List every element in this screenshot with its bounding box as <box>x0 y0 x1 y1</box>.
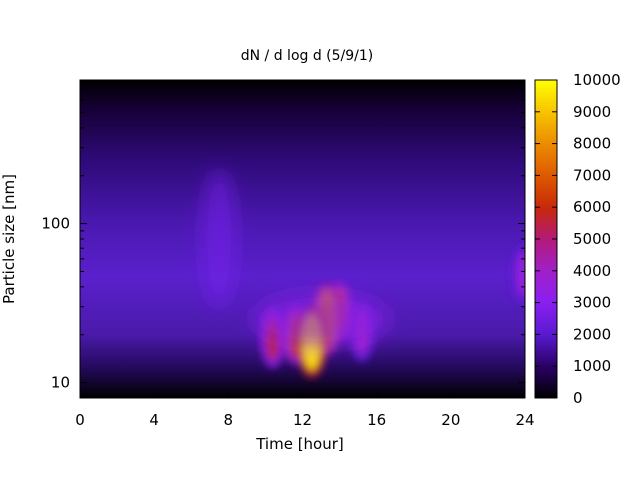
x-tick-label: 4 <box>149 411 159 429</box>
x-axis: 0 4 8 12 16 20 24 <box>75 80 535 429</box>
colorbar-tick-label: 9000 <box>573 103 611 121</box>
plot-area <box>80 80 525 398</box>
x-tick-label: 20 <box>441 411 460 429</box>
colorbar-axis: 0 1000 2000 3000 4000 5000 6000 7000 8000 9000 100… <box>535 71 621 407</box>
x-tick-label: 0 <box>75 411 85 429</box>
haze-region <box>201 169 238 309</box>
heatmap-cell <box>516 252 525 297</box>
x-tick-label: 16 <box>367 411 386 429</box>
y-tick-label: 100 <box>41 215 70 233</box>
haze-region <box>251 291 392 348</box>
colorbar-tick-label: 6000 <box>573 198 611 216</box>
x-tick-label: 12 <box>293 411 312 429</box>
colorbar-tick-label: 1000 <box>573 357 611 375</box>
colorbar-tick-label: 5000 <box>573 230 611 248</box>
x-tick-label: 24 <box>515 411 534 429</box>
colorbar-tick-label: 7000 <box>573 166 611 184</box>
colorbar-tick-label: 10000 <box>573 71 621 89</box>
colorbar-tick-label: 4000 <box>573 262 611 280</box>
chart-title: dN / d log d (5/9/1) <box>241 48 374 64</box>
x-axis-label: Time [hour] <box>255 435 344 453</box>
y-axis-label: Particle size [nm] <box>0 174 18 304</box>
x-tick-label: 8 <box>224 411 234 429</box>
y-tick-label: 10 <box>51 374 70 392</box>
colorbar-tick-label: 3000 <box>573 294 611 312</box>
colorbar-tick-label: 0 <box>573 389 583 407</box>
colorbar-tick-label: 8000 <box>573 135 611 153</box>
y-axis: 10 100 <box>41 79 525 392</box>
colorbar-tick-label: 2000 <box>573 325 611 343</box>
